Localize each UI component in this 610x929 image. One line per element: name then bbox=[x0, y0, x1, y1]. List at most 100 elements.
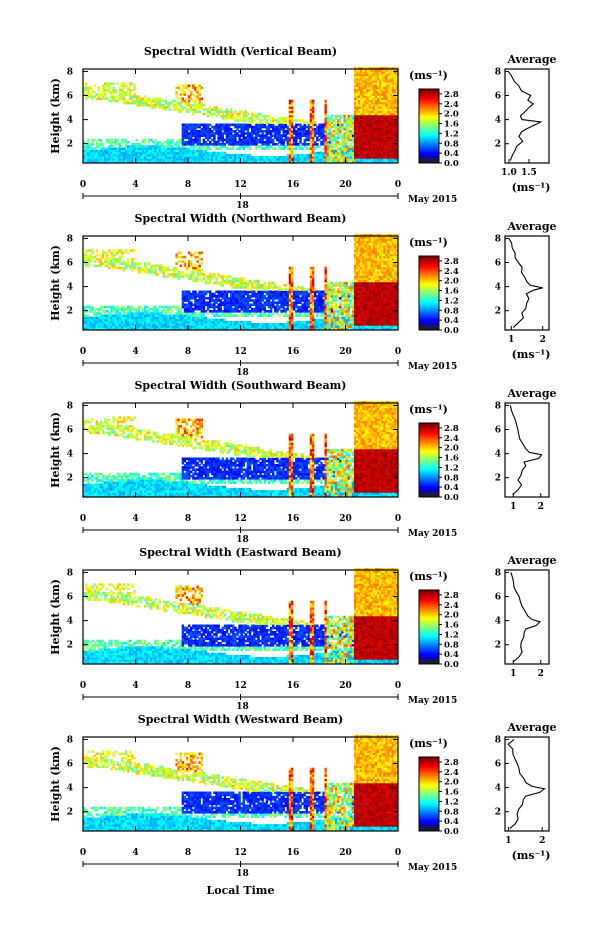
colorbar-tick-label: 0.4 bbox=[444, 650, 459, 660]
colorbar-segment bbox=[419, 604, 439, 607]
average-frame bbox=[504, 235, 550, 331]
colorbar-segment bbox=[419, 478, 439, 481]
x-tick-label: 8 bbox=[185, 514, 191, 524]
y-tick-label: 6 bbox=[67, 92, 73, 102]
colorbar-tick-label: 2.0 bbox=[444, 110, 459, 120]
x-tick-label: 0 bbox=[80, 347, 86, 357]
x-tick-label: 8 bbox=[185, 347, 191, 357]
x-tick-label: 8 bbox=[185, 180, 191, 190]
colorbar-segment bbox=[419, 98, 439, 101]
colorbar-segment bbox=[419, 285, 439, 288]
colorbar-segment bbox=[419, 762, 439, 765]
colorbar-segment bbox=[419, 294, 439, 297]
colorbar-segment bbox=[419, 625, 439, 628]
colorbar-segment bbox=[419, 120, 439, 123]
average-x-tick-label: 1.5 bbox=[521, 168, 537, 178]
colorbar-segment bbox=[419, 656, 439, 659]
average-x-axis-label: (ms⁻¹) bbox=[512, 849, 551, 862]
colorbar-segment bbox=[419, 769, 439, 773]
panel-northward: Spectral Width (Northward Beam) 2 4 6 8 Heigh… bbox=[49, 212, 557, 378]
x-tick-label: 16 bbox=[287, 514, 300, 524]
colorbar-tick-label: 2.4 bbox=[444, 100, 459, 110]
colorbar-segment bbox=[419, 463, 439, 466]
colorbar-segment bbox=[419, 452, 439, 455]
colorbar-segment bbox=[419, 114, 439, 118]
colorbar-segment bbox=[419, 274, 439, 277]
colorbar-segment bbox=[419, 298, 439, 301]
colorbar-segment bbox=[419, 437, 439, 440]
colorbar-tick-label: 2.4 bbox=[444, 768, 459, 778]
colorbar-segment bbox=[419, 757, 439, 760]
average-y-tick-label: 4 bbox=[495, 784, 501, 794]
average-y-tick-label: 4 bbox=[495, 283, 501, 293]
y-tick-label: 8 bbox=[67, 67, 73, 77]
colorbar-segment bbox=[419, 435, 439, 439]
colorbar-segment bbox=[419, 434, 439, 437]
colorbar-segment bbox=[419, 803, 439, 806]
colorbar-segment bbox=[419, 109, 439, 112]
average-y-tick-label: 4 bbox=[495, 450, 501, 460]
y-axis-label: Height (km) bbox=[49, 579, 62, 655]
average-title: Average bbox=[506, 721, 556, 734]
colorbar-tick-label: 1.6 bbox=[444, 621, 459, 631]
average-y-tick-label: 8 bbox=[495, 234, 501, 244]
date-label: May 2015 bbox=[408, 863, 457, 873]
colorbar-segment bbox=[419, 465, 439, 468]
colorbar-segment bbox=[419, 480, 439, 483]
average-x-axis-label: (ms⁻¹) bbox=[512, 348, 551, 361]
colorbar-segment bbox=[419, 287, 439, 290]
x-tick-label: 16 bbox=[287, 347, 300, 357]
colorbar-segment bbox=[419, 424, 439, 427]
colorbar-segment bbox=[419, 307, 439, 310]
colorbar-segment bbox=[419, 305, 439, 309]
x-tick-label: 4 bbox=[132, 681, 138, 691]
x-tick-label: 4 bbox=[132, 514, 138, 524]
x-tick-label: 4 bbox=[132, 347, 138, 357]
colorbar-segment bbox=[419, 122, 439, 125]
colorbar-tick-label: 0.4 bbox=[444, 316, 459, 326]
colorbar-tick-label: 0.4 bbox=[444, 817, 459, 827]
average-profile-line bbox=[508, 238, 543, 328]
x-tick-label: 0 bbox=[80, 848, 86, 858]
colorbar-segment bbox=[419, 140, 439, 143]
colorbar-segment bbox=[419, 610, 439, 613]
average-y-tick-label: 2 bbox=[495, 307, 501, 317]
colorbar-segment bbox=[419, 278, 439, 281]
average-frame bbox=[504, 736, 550, 832]
colorbar-segment bbox=[419, 801, 439, 804]
colorbar-segment bbox=[419, 135, 439, 138]
colorbar-frame bbox=[418, 88, 440, 164]
colorbar-segment bbox=[419, 816, 439, 819]
colorbar-segment bbox=[419, 643, 439, 646]
colorbar-segment bbox=[419, 639, 439, 643]
colorbar-segment bbox=[419, 448, 439, 452]
average-y-tick-label: 2 bbox=[495, 641, 501, 651]
average-title: Average bbox=[506, 53, 556, 66]
colorbar-segment bbox=[419, 267, 439, 270]
y-tick-label: 8 bbox=[67, 735, 73, 745]
colorbar-tick-label: 2.0 bbox=[444, 611, 459, 621]
colorbar-segment bbox=[419, 612, 439, 615]
colorbar-segment bbox=[419, 599, 439, 602]
x-tick-label: 16 bbox=[287, 180, 300, 190]
colorbar-segment bbox=[419, 89, 439, 92]
colorbar-segment bbox=[419, 601, 439, 604]
heatmap-cells bbox=[83, 234, 399, 330]
colorbar-tick-label: 0.8 bbox=[444, 807, 459, 817]
colorbar-segment bbox=[419, 471, 439, 474]
average-x-tick-label: 2 bbox=[538, 669, 544, 679]
colorbar-segment bbox=[419, 131, 439, 134]
colorbar-segment bbox=[419, 636, 439, 639]
colorbar-segment bbox=[419, 118, 439, 121]
colorbar-segment bbox=[419, 608, 439, 611]
colorbar-tick-label: 2.0 bbox=[444, 277, 459, 287]
colorbar-segment bbox=[419, 322, 439, 325]
colorbar-segment bbox=[419, 92, 439, 95]
colorbar-tick-label: 1.2 bbox=[444, 630, 459, 640]
y-tick-label: 6 bbox=[67, 259, 73, 269]
colorbar-segment bbox=[419, 103, 439, 106]
colorbar-segment bbox=[419, 280, 439, 283]
colorbar-tick-label: 2.0 bbox=[444, 444, 459, 454]
average-profile-line bbox=[510, 572, 542, 663]
average-profile-line bbox=[507, 71, 543, 161]
